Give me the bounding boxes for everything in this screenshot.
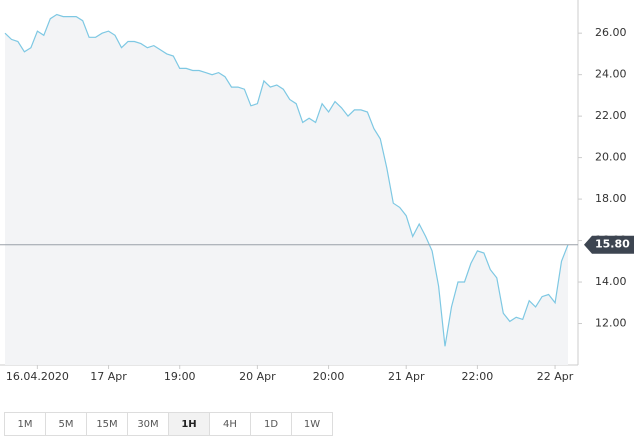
x-tick-label: 19:00	[164, 370, 196, 383]
timeframe-button[interactable]: 1M	[4, 412, 46, 436]
timeframe-button[interactable]: 1H	[168, 412, 210, 436]
x-tick-label: 17 Apr	[90, 370, 127, 383]
y-tick-label: 22.00	[595, 109, 627, 122]
y-tick-label: 26.00	[595, 26, 627, 39]
x-tick-label: 20:00	[313, 370, 345, 383]
y-tick-label: 18.00	[595, 192, 627, 205]
y-tick-label: 20.00	[595, 151, 627, 164]
x-tick-label: 21 Apr	[388, 370, 425, 383]
x-tick-label: 16.04.2020	[6, 370, 69, 383]
chart: 12.0014.0016.0018.0020.0022.0024.0026.00…	[0, 0, 634, 383]
timeframe-button[interactable]: 4H	[209, 412, 251, 436]
last-price-label: 15.80	[595, 238, 630, 251]
x-tick-label: 20 Apr	[239, 370, 276, 383]
timeframe-button[interactable]: 1W	[291, 412, 333, 436]
price-line	[4, 13, 569, 347]
timeframe-button[interactable]: 5M	[45, 412, 87, 436]
timeframe-button[interactable]: 30M	[127, 412, 169, 436]
last-price-tag	[584, 235, 634, 254]
x-tick-label: 22 Apr	[537, 370, 574, 383]
y-tick-label: 14.00	[595, 275, 627, 288]
y-tick-label: 24.00	[595, 68, 627, 81]
timeframe-button[interactable]: 1D	[250, 412, 292, 436]
timeframe-bar: 1M 5M 15M 30M 1H 4H 1D 1W	[4, 412, 333, 436]
area	[5, 14, 568, 365]
y-tick-label: 12.00	[595, 317, 627, 330]
x-tick-label: 22:00	[462, 370, 494, 383]
timeframe-button[interactable]: 15M	[86, 412, 128, 436]
